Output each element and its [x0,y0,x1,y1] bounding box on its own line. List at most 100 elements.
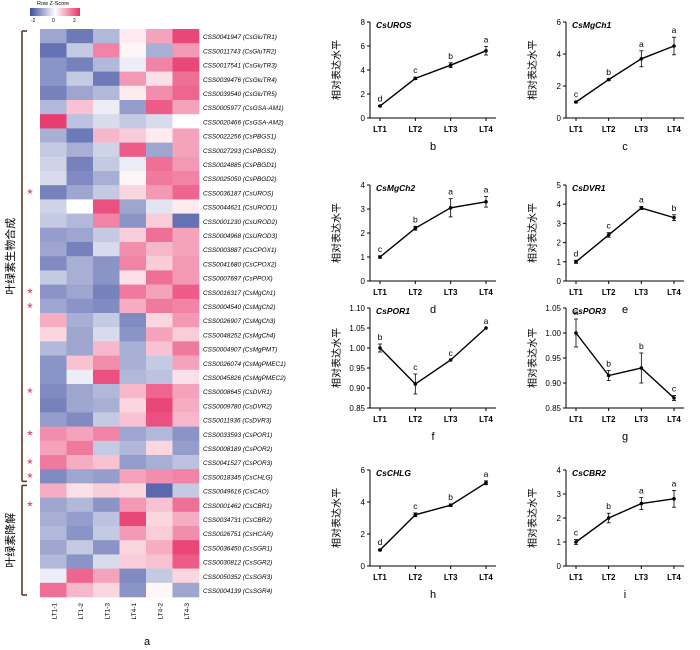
x-tick-label: LT1 [569,573,583,582]
heatmap: CSS0041947 (CsGluTR1) CSS0011743 (CsGluTR… [3,29,286,620]
heatmap-row-label: CSS0039476 (CsGluTR4) [203,77,277,84]
y-axis-label: 相对表达水平 [330,328,343,388]
heatmap-cell [172,199,200,214]
heatmap-cell [40,412,67,427]
heatmap-column-label: LT1-1 [51,603,58,620]
x-tick-label: LT3 [635,125,649,134]
chart-CsMgCh2: 0 1 2 3 4 LT1 LT2 LT3 LT4 c b a a CsMgCh2 相对表达水平 d [330,181,496,316]
significance-letter: c [378,244,383,254]
data-point [672,497,676,501]
heatmap-cell [172,355,200,371]
heatmap-cell [93,270,120,285]
heatmap-cell [66,511,94,527]
heatmap-cell [172,185,200,200]
heatmap-cell [146,71,173,87]
heatmap-cell [40,71,67,87]
heatmap-cell [172,213,200,229]
heatmap-cell [66,199,94,214]
heatmap-cell [119,455,147,470]
heatmap-cell [66,185,94,200]
heatmap-cell [40,469,67,484]
heatmap-cell [40,511,67,527]
significance-letter: a [484,185,489,195]
heatmap-cell [119,355,147,371]
chart-title: CsMgCh1 [572,20,611,30]
heatmap-column-label: LT4-3 [184,603,191,620]
heatmap-row-label: CSS0007697 (CsPPOX) [203,276,273,283]
y-tick-label: 1 [557,258,562,267]
data-point [413,382,418,386]
heatmap-cell [93,582,120,598]
data-point [574,540,578,544]
heatmap-cell [146,100,173,115]
heatmap-row-label: CSS0004139 (CsSGR4) [203,588,272,595]
x-tick-label: LT2 [409,415,423,424]
series-line [379,327,487,385]
heatmap-cell [40,497,67,513]
heatmap-cell [146,199,173,214]
significance-letter: a [484,35,489,45]
significance-letter: a [484,469,489,479]
heatmap-cell [119,298,147,314]
heatmap-cell [146,426,173,442]
panel-letter: b [430,141,436,153]
star-marker: * [27,285,33,301]
y-axis-label: 相对表达水平 [330,203,343,263]
heatmap-cell [172,242,200,257]
heatmap-cell [119,43,147,58]
heatmap-cell [119,440,147,456]
heatmap-cell [66,171,94,186]
x-tick-label: LT1 [373,288,387,297]
chart-title: CsDVR1 [572,183,606,193]
heatmap-cell [40,526,67,541]
heatmap-row-label: CSS0001230 (CsUROD2) [203,219,277,226]
heatmap-cell [66,582,94,598]
heatmap-cell [66,355,94,371]
y-tick-label: 0.90 [349,384,365,393]
x-tick-label: LT3 [444,415,458,424]
heatmap-cell [119,398,147,413]
x-tick-label: LT3 [635,573,649,582]
y-tick-label: 6 [361,42,366,51]
heatmap-cell [40,185,67,200]
heatmap-cell [40,384,67,399]
heatmap-cell [172,327,200,342]
heatmap-cell [146,341,173,356]
heatmap-cell [172,85,200,101]
heatmap-cell [93,483,120,498]
heatmap-cell [146,270,173,285]
heatmap-cell [93,185,120,200]
y-axis-label: 相对表达水平 [526,203,539,263]
heatmap-cell [119,242,147,257]
heatmap-cell [172,43,200,58]
heatmap-cell [66,469,94,484]
x-tick-label: LT4 [479,415,493,424]
heatmap-cell [146,114,173,129]
group-label: 叶绿素降解 [3,513,17,568]
heatmap-row-label: CSS0024885 (CsPBGD1) [203,162,277,169]
series-line [575,498,675,543]
heatmap-cell [93,568,120,584]
y-tick-label: 1.00 [349,344,365,353]
significance-letter: a [484,316,489,326]
heatmap-cell [40,455,67,470]
heatmap-cell [146,242,173,257]
heatmap-cell [146,483,173,498]
significance-letter: c [449,348,454,358]
color-key: Row Z-Score -2 0 2 [30,1,80,24]
panel-letter: c [622,141,628,153]
heatmap-cell [40,270,67,285]
heatmap-cell [93,369,120,385]
significance-letter: a [672,478,677,488]
chart-CsUROS: 0 2 4 6 8 LT1 LT2 LT3 LT4 d c b a CsUROS 相对表达水平 b [330,18,496,153]
data-point [484,49,488,53]
y-tick-label: 0.85 [545,404,561,413]
heatmap-cell [172,171,200,186]
data-point [448,63,453,67]
heatmap-cell [40,341,67,356]
heatmap-cell [40,568,67,584]
data-point [413,513,418,517]
heatmap-cell [66,270,94,285]
significance-letter: b [413,214,418,224]
x-tick-label: LT3 [444,573,458,582]
